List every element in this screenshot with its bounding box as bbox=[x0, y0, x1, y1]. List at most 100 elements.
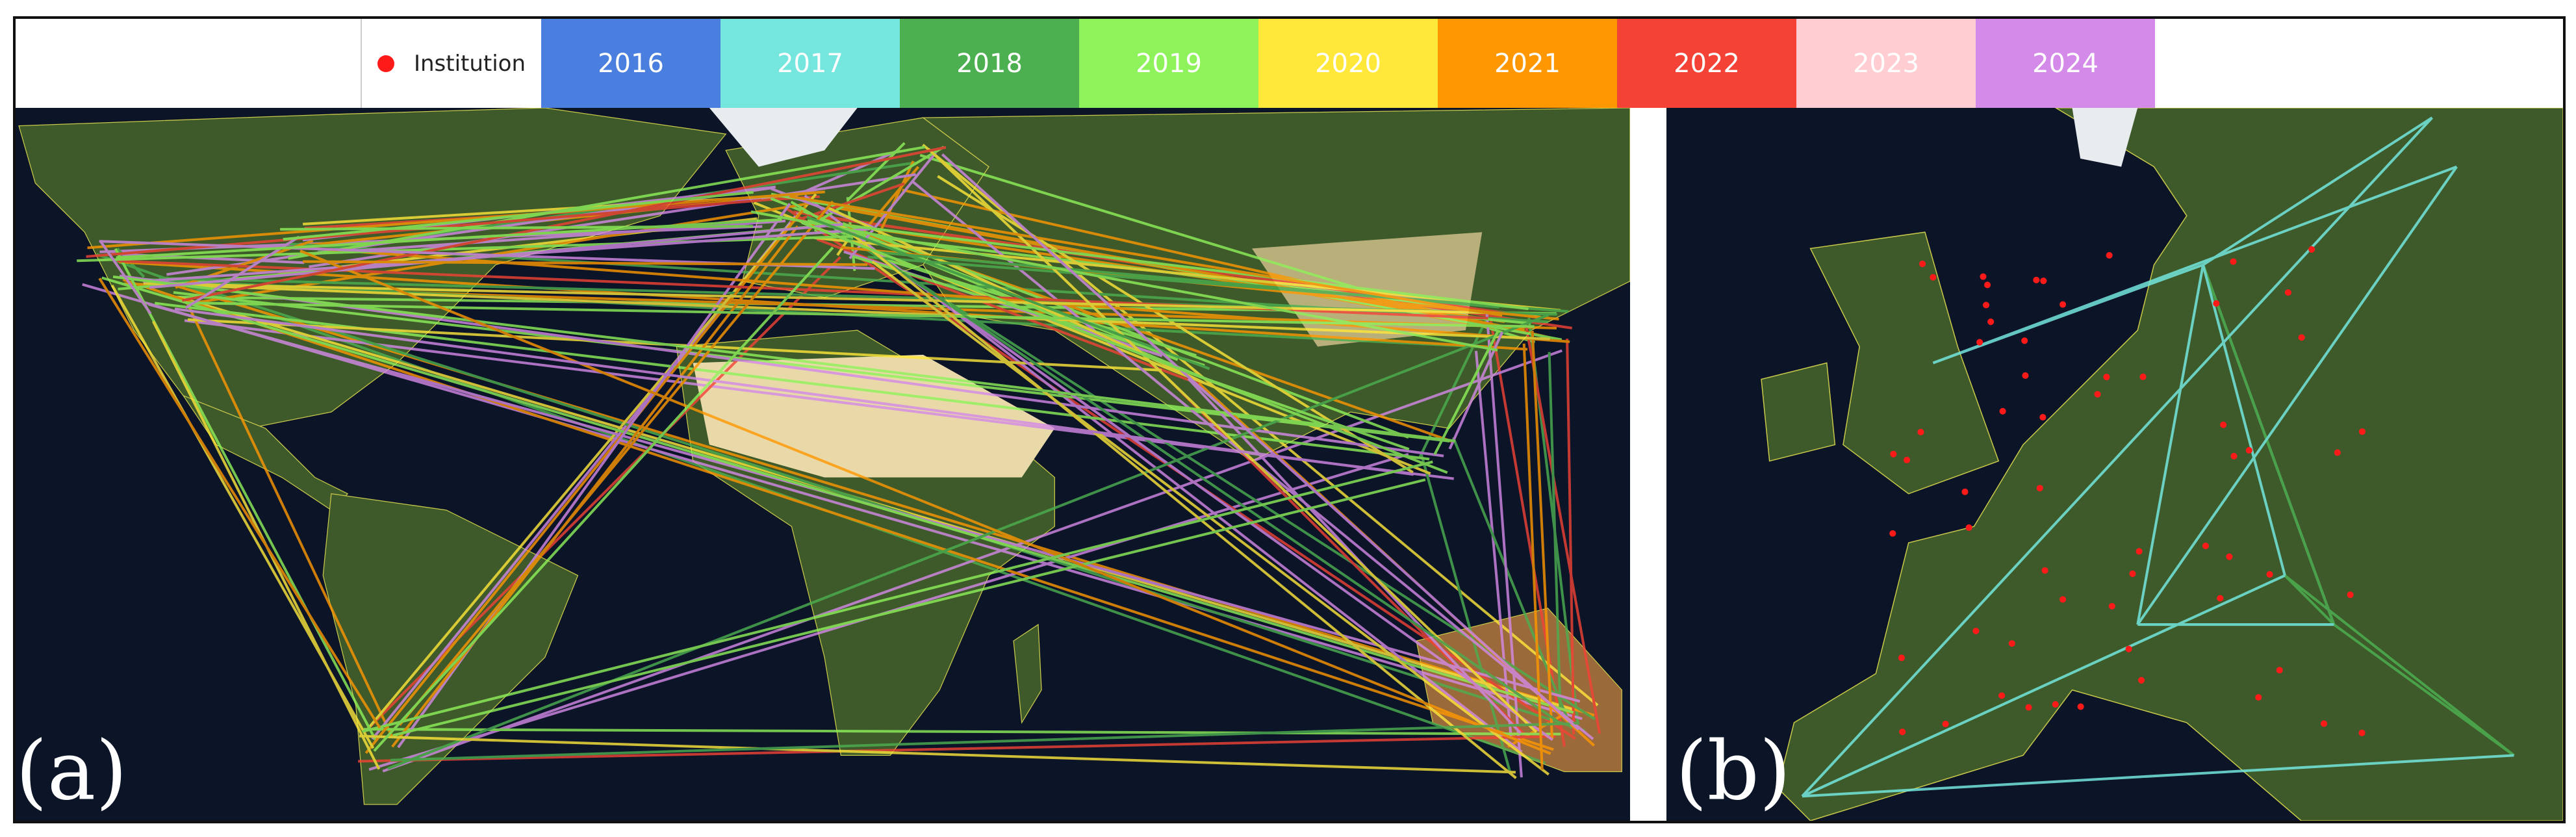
institution-dot bbox=[2226, 553, 2233, 560]
connection bbox=[101, 276, 1574, 714]
institution-dot bbox=[1980, 273, 1987, 280]
connection bbox=[303, 260, 868, 266]
legend-year: 2016 bbox=[541, 19, 721, 108]
institution-dot bbox=[2266, 571, 2273, 578]
institution-dot bbox=[1998, 692, 2006, 699]
institution-dot bbox=[2230, 452, 2238, 459]
connection bbox=[1474, 350, 1512, 738]
legend-year: 2021 bbox=[1438, 19, 1617, 108]
world-map bbox=[16, 108, 1630, 821]
connection bbox=[158, 279, 1595, 717]
institution-dot bbox=[2129, 570, 2136, 577]
connection bbox=[1802, 754, 2514, 798]
connection bbox=[387, 313, 1549, 770]
connection bbox=[116, 218, 782, 259]
connection bbox=[1448, 331, 1504, 450]
connection bbox=[801, 221, 1448, 474]
institution-dot bbox=[2036, 485, 2043, 492]
connection bbox=[283, 190, 754, 241]
connection bbox=[169, 283, 1550, 341]
connection bbox=[877, 161, 915, 236]
institution-dot bbox=[2358, 428, 2366, 435]
connection bbox=[789, 182, 905, 224]
connection bbox=[390, 721, 1580, 762]
connection bbox=[807, 219, 1529, 311]
legend-year: 2023 bbox=[1796, 19, 1976, 108]
connection bbox=[98, 277, 381, 728]
connection bbox=[398, 200, 834, 726]
connection bbox=[1420, 454, 1512, 775]
institution-dot bbox=[1890, 450, 1897, 457]
institution-dot bbox=[2139, 373, 2147, 380]
connection bbox=[941, 153, 1580, 731]
legend-year: 2017 bbox=[721, 19, 900, 108]
institution-dot bbox=[2021, 337, 2028, 344]
institution-dot bbox=[2276, 667, 2283, 674]
connection bbox=[806, 215, 1210, 370]
connection bbox=[863, 166, 920, 232]
connection bbox=[927, 148, 1538, 734]
institution-dot bbox=[1917, 428, 1924, 435]
connection bbox=[1802, 574, 2286, 798]
institution-dot bbox=[2308, 246, 2315, 253]
legend: Institution 2016 2017 2018 2019 2020 2021 2022… bbox=[361, 19, 2155, 108]
institution-dot bbox=[1898, 654, 1905, 662]
connection bbox=[373, 246, 834, 752]
institution-dot bbox=[1987, 318, 1995, 326]
legend-year: 2022 bbox=[1617, 19, 1796, 108]
connection bbox=[2136, 166, 2458, 626]
institution-dot bbox=[1965, 524, 1972, 531]
connection bbox=[174, 307, 1414, 476]
connection bbox=[1485, 313, 1523, 778]
connection bbox=[1451, 437, 1573, 729]
connection bbox=[789, 195, 1503, 317]
legend-year: 2024 bbox=[1976, 19, 2155, 108]
institution-dot bbox=[1903, 456, 1911, 463]
connection bbox=[362, 460, 1433, 733]
institution-dot bbox=[2202, 543, 2209, 550]
connection bbox=[122, 278, 1554, 751]
institution-dot bbox=[2025, 704, 2032, 711]
institution-dot bbox=[2213, 300, 2220, 307]
connection bbox=[2284, 574, 2515, 756]
connection bbox=[363, 728, 1561, 736]
connection bbox=[364, 205, 807, 754]
institution-dot bbox=[2077, 703, 2084, 710]
connection bbox=[173, 291, 1450, 443]
institution-dot bbox=[1976, 339, 1983, 346]
institution-dot bbox=[2284, 289, 2291, 296]
institution-dot bbox=[2033, 276, 2040, 283]
institution-dot bbox=[1930, 274, 1937, 281]
connection bbox=[166, 276, 1586, 732]
institution-dot bbox=[2245, 446, 2252, 454]
institution-dot bbox=[1899, 728, 1906, 736]
connection bbox=[878, 255, 1558, 722]
institution-dot bbox=[1999, 407, 2006, 415]
institution-dot bbox=[2041, 567, 2048, 574]
connection bbox=[181, 146, 947, 302]
institution-dot bbox=[2103, 374, 2110, 381]
legend-year: 2018 bbox=[900, 19, 1079, 108]
institution-dot bbox=[2060, 596, 2067, 603]
institution-dot bbox=[2217, 595, 2224, 602]
institution-dot bbox=[1972, 627, 1980, 635]
legend-year: 2019 bbox=[1079, 19, 1258, 108]
connection bbox=[1522, 343, 1544, 770]
panel-label: (b) bbox=[1676, 724, 1791, 818]
connection bbox=[2202, 264, 2286, 576]
institution-dot bbox=[2060, 301, 2067, 308]
connection bbox=[363, 256, 841, 734]
connection bbox=[87, 190, 825, 250]
connection bbox=[837, 221, 1517, 779]
legend-label: Institution bbox=[413, 50, 526, 77]
connection bbox=[2136, 264, 2204, 625]
connection bbox=[288, 146, 925, 260]
institution-dot bbox=[1982, 302, 1990, 309]
connection bbox=[112, 275, 1456, 443]
institution-dot bbox=[2052, 701, 2059, 708]
connection bbox=[848, 151, 937, 260]
connection bbox=[358, 735, 1556, 763]
institution-dot bbox=[2334, 449, 2341, 456]
institution-dot bbox=[1961, 488, 1969, 495]
connection bbox=[2284, 574, 2335, 626]
